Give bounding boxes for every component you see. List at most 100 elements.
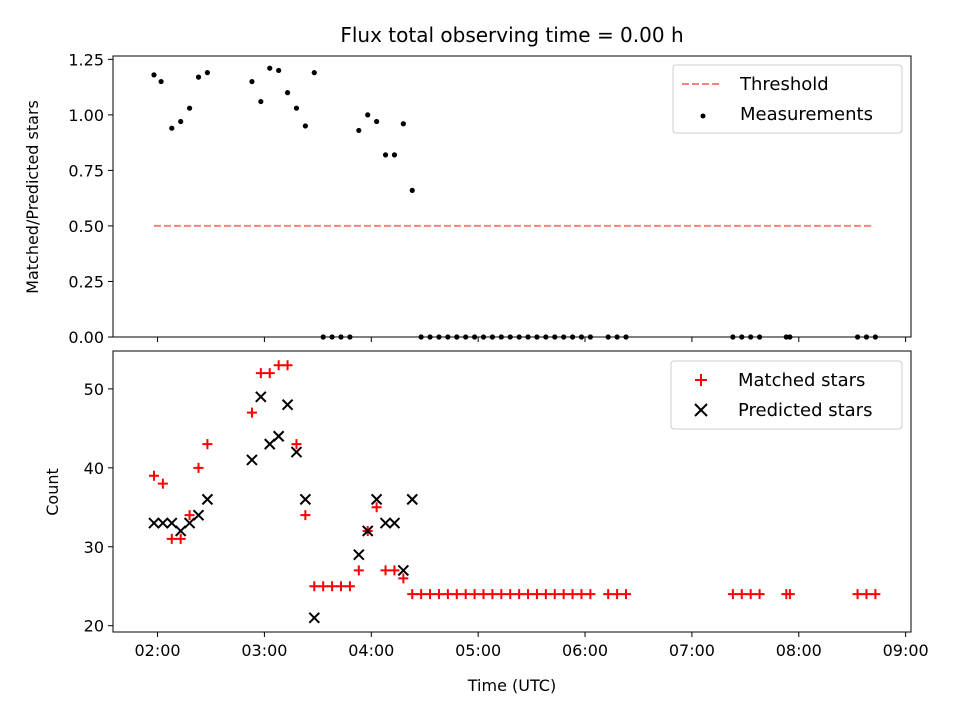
matched-star-point [745,589,756,600]
matched-star-point [469,589,480,600]
measurements-legend-label: Measurements [740,104,873,125]
x-axis-label: Time (UTC) [467,676,556,695]
matched-star-point [398,573,409,584]
matched-star-point [318,581,329,592]
matched-star-point [291,439,302,450]
bottom-panel: 02:00 03:00 04:00 05:00 06:00 07:00 08:00 09:00… [43,350,929,695]
predicted-star-point [264,438,276,450]
measurement-point [204,70,211,76]
predicted-star-point [406,493,418,506]
predicted-star-point [281,398,294,411]
top-y-tick-label: 1.00 [68,106,104,125]
matched-star-point [621,589,631,600]
predicted-star-point [290,446,303,458]
x-tick-label: 02:00 [134,641,180,660]
measurement-point [311,70,317,76]
matched-star-point [184,510,195,521]
bottom-y-tick-label: 40 [84,459,104,478]
predicted-star-point [299,493,312,506]
matched-star-point [496,589,507,600]
matched-star-point [353,565,364,576]
matched-legend-label: Matched stars [738,370,865,391]
bottom-legend: Matched stars Predicted stars [670,360,903,430]
predicted-star-point [183,517,196,529]
measurement-point [374,118,380,125]
top-y-tick-label: 0.25 [68,272,104,291]
predicted-star-point [255,391,267,403]
measurement-point [382,152,389,158]
x-tick-label: 04:00 [348,641,394,660]
matched-star-point [736,589,747,600]
matched-star-point [416,589,427,600]
matched-star-point [157,478,168,489]
top-plot-axes: 0.00 0.25 0.50 0.75 1.00 1.25 [68,50,907,347]
predicted-star-point [201,493,214,506]
top-y-tick-label: 1.25 [68,50,104,69]
matched-star-point [389,565,400,576]
predicted-star-point [397,564,410,577]
predicted-star-point [246,454,258,466]
top-plot-frame [112,55,912,338]
x-tick-label: 06:00 [562,641,608,660]
measurement-point [267,65,273,71]
matched-star-point [523,589,534,600]
top-y-axis-label: Matched/Predicted stars [23,100,42,294]
measurement-point [284,90,291,96]
threshold-legend-label: Threshold [739,74,829,95]
measurement-point [365,112,371,118]
matched-star-point [336,581,346,592]
matched-star-point [407,589,418,600]
matched-star-point [282,360,293,371]
matched-star-point [870,589,881,600]
predicted-star-point [157,517,169,529]
measurement-point [158,78,164,85]
measurement-point [293,105,300,111]
measurements-legend-swatch [700,113,706,119]
matched-star-point [193,462,204,473]
chart-title: Flux total observing time = 0.00 h [340,23,683,47]
matched-star-point [784,589,795,600]
matched-star-point [202,439,213,450]
matched-star-point [603,589,614,600]
matched-star-point [451,589,462,600]
bottom-y-axis-label: Count [43,468,62,516]
x-tick-label: 03:00 [241,641,287,660]
matched-star-point [166,533,177,544]
measurement-point [400,121,406,127]
predicted-star-point [379,517,392,529]
bottom-plot-data [148,360,881,624]
measurement-point [151,72,157,78]
measurement-point [302,123,308,129]
matched-star-point [255,368,266,379]
predicted-star-point [370,493,383,506]
matched-star-point [273,360,284,371]
matched-star-point [478,589,489,600]
matched-star-point [175,533,186,544]
predicted-star-point [272,430,285,442]
predicted-star-point [353,548,365,561]
predicted-legend-label: Predicted stars [738,400,872,421]
matched-star-point [300,510,311,521]
measurement-point [356,127,362,134]
measurement-point [391,152,398,158]
top-y-tick-label: 0.00 [68,328,104,347]
matched-star-point [549,589,560,600]
top-panel: 0.00 0.25 0.50 0.75 1.00 1.25 Flux total obse… [23,23,912,347]
matched-star-point [371,502,382,513]
predicted-star-point [192,509,205,521]
matched-star-point [540,589,551,600]
matched-star-point [576,589,587,600]
matched-star-point [558,589,569,600]
predicted-star-point [362,525,374,537]
matched-star-point [612,589,623,600]
measurement-point [249,78,255,85]
x-tick-label: 09:00 [883,641,929,660]
bottom-plot-frame [112,350,912,633]
matched-star-point [585,589,596,600]
measurement-point [169,125,175,131]
measurement-point [178,118,184,125]
predicted-legend-swatch [694,403,708,417]
matched-star-point [487,589,498,600]
measurement-point [186,105,193,111]
x-tick-label: 05:00 [455,641,501,660]
